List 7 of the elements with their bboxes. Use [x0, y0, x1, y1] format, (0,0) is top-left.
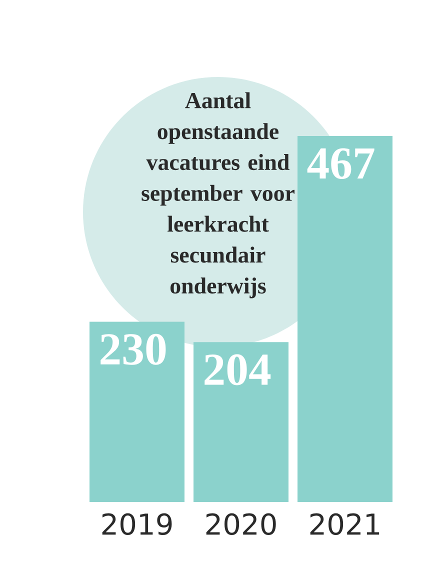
- x-tick-label: 2020: [206, 513, 276, 536]
- x-tick-label: 2019: [102, 513, 172, 536]
- data-label: 204: [204, 354, 271, 386]
- text: Aantal openstaande vacatures eind september voor leerkracht secundair onderwijs: [142, 92, 294, 298]
- x-tick-label: 2021: [310, 513, 380, 536]
- data-label: 230: [100, 334, 166, 365]
- data-label: 467: [307, 148, 374, 179]
